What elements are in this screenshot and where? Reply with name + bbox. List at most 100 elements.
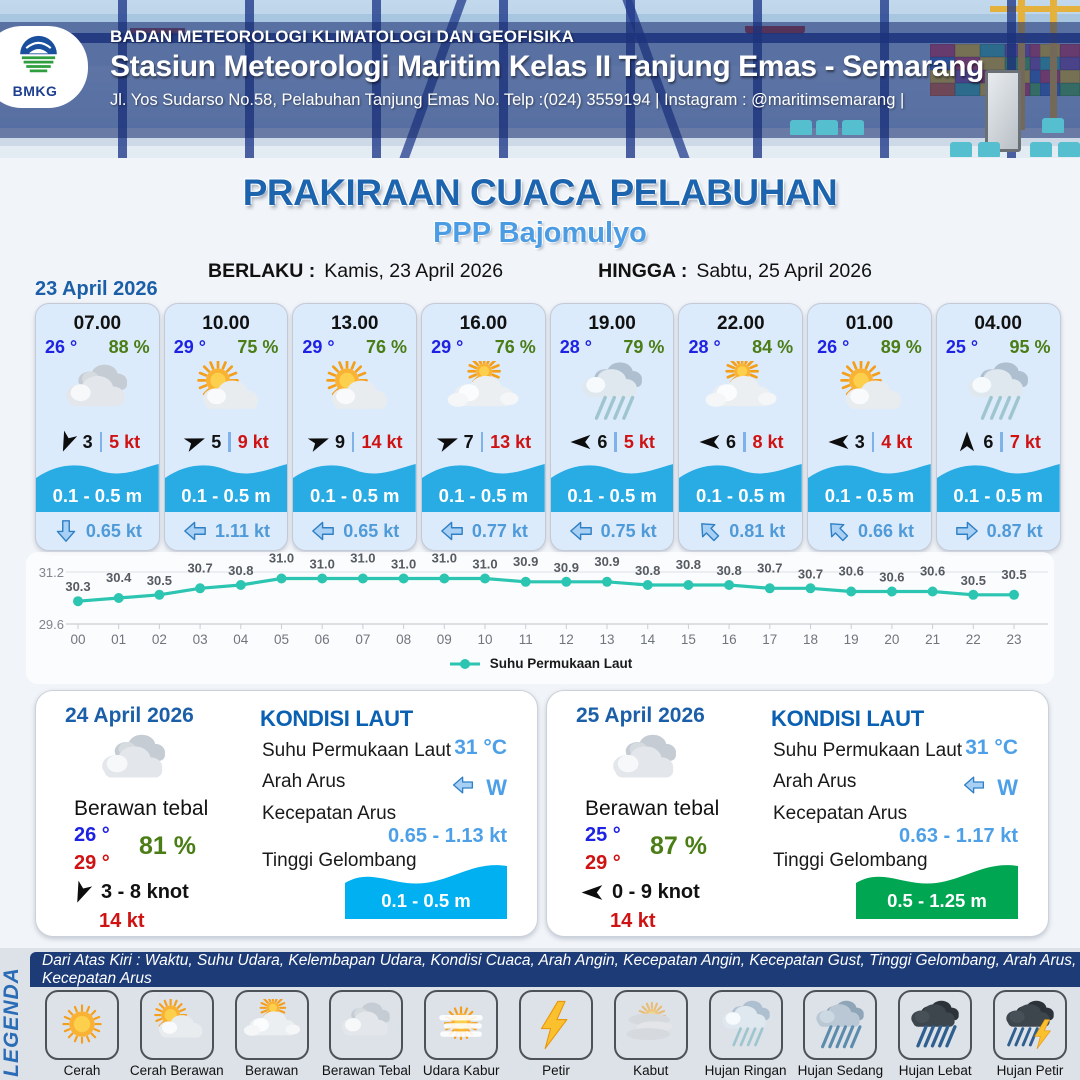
- header-banner: BMKG BADAN METEOROLOGI KLIMATOLOGI DAN G…: [0, 0, 1080, 158]
- bmkg-emblem-icon: [7, 32, 63, 85]
- current-speed-value: 0.81 kt: [729, 520, 786, 541]
- humidity-value: 89 %: [880, 337, 922, 357]
- hour-forecast-card: 16.00 29 ° 76 % 7 13 kt 0.1 - 0.5 m 0.77…: [421, 303, 546, 551]
- svg-text:08: 08: [396, 632, 411, 647]
- current-direction-icon: [439, 518, 465, 544]
- legend-weather-icon: [234, 990, 309, 1060]
- current-direction-icon: [53, 518, 79, 544]
- svg-text:23: 23: [1006, 632, 1021, 647]
- gust-value: 14 kt: [361, 431, 403, 452]
- weather-icon: [88, 731, 180, 797]
- chart-legend: Suhu Permukaan Laut: [26, 656, 1054, 671]
- valid-until: HINGGA : Sabtu, 25 April 2026: [598, 260, 872, 282]
- svg-text:04: 04: [233, 632, 249, 647]
- svg-text:20: 20: [884, 632, 899, 647]
- wind-speed-value: 6: [597, 431, 608, 452]
- time-label: 16.00: [459, 313, 508, 334]
- temperature-value: 29 °: [302, 337, 335, 357]
- current-row: 0.81 kt: [679, 512, 802, 550]
- svg-text:31.0: 31.0: [350, 552, 375, 566]
- wind-row: 0 - 9 knot: [580, 880, 700, 905]
- sea-conditions-title: KONDISI LAUT: [260, 706, 413, 731]
- wind-speed-value: 5: [211, 431, 222, 452]
- svg-text:30.8: 30.8: [676, 557, 701, 572]
- current-direction-icon: [954, 518, 980, 544]
- current-speed-value: 0.65 - 1.13 kt: [388, 825, 507, 847]
- hour-forecast-card: 22.00 28 ° 84 % 6 8 kt 0.1 - 0.5 m 0.81 …: [678, 303, 804, 551]
- legend-label: Hujan Lebat: [898, 1063, 972, 1078]
- legend-weather-icon: [139, 990, 214, 1060]
- current-row: 0.87 kt: [937, 512, 1060, 550]
- legend-item: Udara Kabur: [415, 990, 507, 1078]
- wave-height-value: 0.5 - 1.25 m: [887, 890, 987, 911]
- legend-note: Dari Atas Kiri : Waktu, Suhu Udara, Kele…: [30, 952, 1080, 987]
- current-direction-icon: [696, 518, 722, 544]
- time-label: 10.00: [202, 313, 250, 334]
- legend-label: Petir: [542, 1063, 570, 1078]
- sst-value: 31 °C: [965, 736, 1018, 759]
- legend-weather-icon: [518, 990, 593, 1060]
- wave-height-value: 0.1 - 0.5 m: [438, 485, 529, 506]
- current-row: 0.75 kt: [551, 512, 674, 550]
- temperature-value: 29 °: [431, 337, 464, 357]
- weather-icon: [599, 731, 691, 797]
- svg-text:30.5: 30.5: [1001, 567, 1026, 582]
- wind-speed-value: 7: [463, 431, 474, 452]
- legend-weather-icon: [708, 990, 783, 1060]
- svg-text:30.6: 30.6: [920, 564, 945, 579]
- svg-text:31.0: 31.0: [269, 552, 294, 566]
- svg-text:00: 00: [70, 632, 85, 647]
- temperature-value: 29 °: [173, 337, 206, 357]
- wind-direction-icon: [569, 430, 593, 454]
- wave-height-value: 0.1 - 0.5 m: [567, 485, 657, 506]
- wind-row: 6 8 kt: [679, 426, 802, 458]
- legend-item: Hujan Ringan: [700, 990, 792, 1078]
- current-direction-group: W: [449, 773, 507, 803]
- current-direction-value: W: [997, 775, 1018, 800]
- legend-label: Hujan Ringan: [704, 1063, 787, 1078]
- legend-marker-icon: [448, 658, 482, 670]
- temp-min: 26 °: [74, 824, 110, 846]
- gust-value: 5 kt: [109, 431, 141, 452]
- svg-text:30.6: 30.6: [839, 564, 864, 579]
- humidity-value: 75 %: [237, 337, 279, 357]
- svg-text:30.6: 30.6: [879, 570, 904, 585]
- wave-height-value: 0.1 - 0.5 m: [696, 485, 786, 506]
- legend-section: LEGENDA Dari Atas Kiri : Waktu, Suhu Uda…: [0, 948, 1080, 1080]
- current-speed-value: 1.11 kt: [215, 520, 271, 541]
- svg-text:30.7: 30.7: [187, 560, 212, 575]
- wind-row: 6 7 kt: [937, 426, 1060, 458]
- legend-label: Hujan Petir: [996, 1063, 1064, 1078]
- humidity-value: 76 %: [366, 337, 408, 357]
- current-speed-value: 0.75 kt: [600, 520, 657, 541]
- svg-text:29.6: 29.6: [39, 617, 64, 632]
- temp-min: 25 °: [585, 824, 621, 846]
- current-row: 1.11 kt: [165, 512, 288, 550]
- weather-icon: [165, 360, 288, 426]
- legend-item: Kabut: [605, 990, 697, 1078]
- weather-icon: [808, 360, 931, 426]
- legend-item: Hujan Petir: [984, 990, 1076, 1078]
- hour-forecast-card: 19.00 28 ° 79 % 6 5 kt 0.1 - 0.5 m 0.75: [549, 303, 675, 551]
- wind-row: 5 9 kt: [165, 426, 288, 458]
- current-speed-value: 0.66 kt: [857, 520, 914, 541]
- legend-item: Cerah Berawan: [130, 990, 224, 1078]
- svg-text:30.7: 30.7: [798, 566, 823, 581]
- current-row: 0.66 kt: [808, 512, 931, 550]
- wave-height-label: Tinggi Gelombang: [773, 850, 928, 871]
- svg-text:16: 16: [722, 632, 737, 647]
- legend-item: Cerah: [36, 990, 128, 1078]
- wind-direction-icon: [183, 430, 207, 454]
- svg-text:05: 05: [274, 632, 289, 647]
- svg-text:15: 15: [681, 632, 696, 647]
- bmkg-logo: BMKG: [0, 26, 88, 108]
- legend-label: Kabut: [633, 1063, 669, 1078]
- svg-text:01: 01: [111, 632, 126, 647]
- wind-direction-icon: [436, 430, 460, 454]
- weather-icon: [551, 360, 674, 426]
- gust-value: 5 kt: [623, 431, 655, 452]
- hour-forecast-card: 07.00 26 ° 88 % 3 5 kt 0.1 - 0.5 m 0.65: [35, 303, 160, 551]
- wave-height-band: 0.1 - 0.5 m: [550, 460, 674, 512]
- weather-icon: [422, 360, 545, 426]
